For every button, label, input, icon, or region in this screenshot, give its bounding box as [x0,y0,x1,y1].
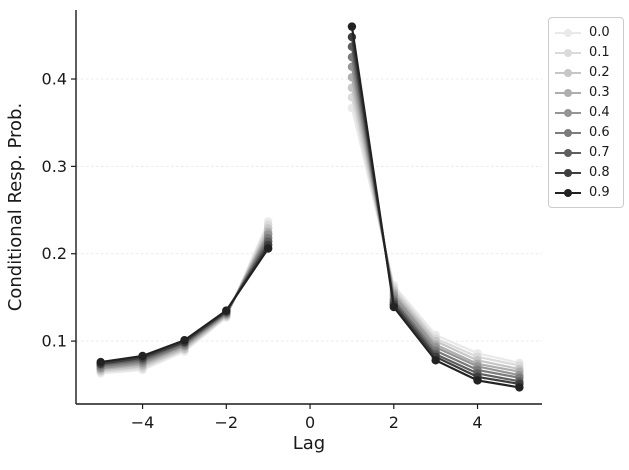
x-axis-label: Lag [293,433,325,454]
legend-marker-icon [555,168,581,177]
x-tick-label: 0 [305,413,315,432]
x-tick-label: 4 [472,413,482,432]
y-tick-label: 0.1 [42,332,67,351]
y-tick-label: 0.3 [42,157,67,176]
legend-marker-icon [555,68,581,77]
legend-marker-icon [555,188,581,197]
legend-item: 0.1 [554,43,617,62]
legend-item: 0.7 [554,143,617,162]
legend-marker-icon [555,88,581,97]
data-point [431,356,440,365]
data-point [263,244,273,253]
legend-label: 0.9 [589,185,610,200]
data-point [389,302,398,312]
y-axis-label: Conditional Resp. Prob. [5,103,26,311]
series-line-0.0 [350,107,520,365]
legend-marker-icon [555,108,581,117]
legend-marker-icon [555,128,581,137]
data-point [515,383,524,392]
data-point [180,336,189,345]
axes [75,10,542,405]
legend-marker-icon [555,28,581,37]
legend-item: 0.8 [554,163,617,182]
legend-label: 0.8 [589,165,610,180]
legend-label: 0.1 [589,45,610,60]
data-point [473,376,482,385]
x-tick-label: 2 [389,413,399,432]
legend-item: 0.9 [554,183,617,202]
series-line-0.1 [350,97,520,367]
legend-label: 0.2 [589,65,610,80]
legend-label: 0.7 [589,145,610,160]
legend-item: 0.6 [554,123,617,142]
data-point [138,351,147,361]
legend-item: 0.2 [554,63,617,82]
legend-item: 0.0 [554,23,617,42]
x-tick-label: −4 [131,413,155,432]
gridlines [76,78,542,342]
axis-ticks: −4 −2 0 2 4 0.1 0.2 0.3 0.4 [42,70,483,432]
legend-marker-icon [555,148,581,157]
series-line-0.2 [350,87,520,371]
legend-item: 0.4 [554,103,617,122]
x-tick-label: −2 [215,413,239,432]
legend-label: 0.3 [589,85,610,100]
data-series [96,22,524,392]
legend-marker-icon [555,48,581,57]
legend-label: 0.4 [589,105,610,120]
legend-label: 0.6 [589,125,610,140]
y-tick-label: 0.2 [42,244,67,263]
series-line-0.3 [350,77,520,373]
legend: 0.0 0.1 0.2 0.3 0.4 0.6 0.7 0.8 0.9 [548,17,624,208]
data-point [222,306,231,315]
legend-item: 0.3 [554,83,617,102]
y-tick-label: 0.4 [42,70,67,89]
legend-label: 0.0 [589,25,610,40]
data-point [96,357,105,367]
series-line-0.4 [350,66,520,377]
data-point [347,22,357,31]
